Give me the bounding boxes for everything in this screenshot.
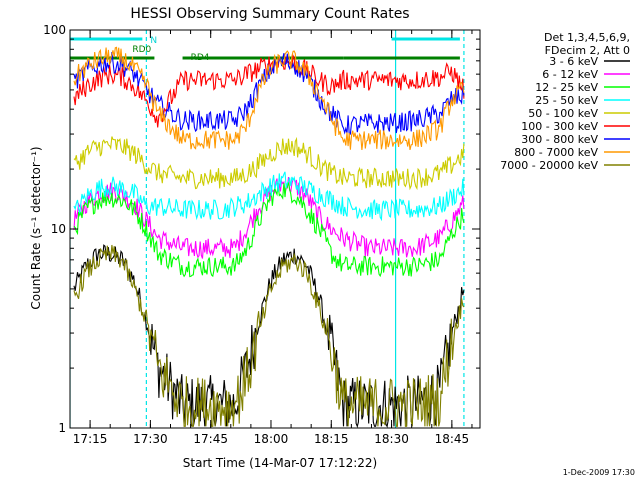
legend-label: 300 - 800 keV: [521, 133, 598, 146]
legend-header-line-1: Det 1,3,4,5,6,9,: [544, 31, 630, 44]
series-line-4: [73, 136, 465, 191]
series-line-5: [73, 53, 465, 128]
y-tick-label: 10: [51, 222, 66, 236]
x-tick-label: 18:15: [314, 432, 349, 446]
legend-label: 3 - 6 keV: [549, 55, 598, 68]
x-tick-label: 17:45: [193, 432, 228, 446]
y-axis-label: Count Rate (s⁻¹ detector⁻¹): [29, 146, 43, 309]
legend-label: 50 - 100 keV: [528, 107, 598, 120]
flag-annotation-n: N: [150, 36, 157, 46]
series-line-6: [73, 52, 465, 135]
series-line-2: [73, 182, 465, 278]
y-tick-label: 100: [43, 23, 66, 37]
chart-title: HESSI Observing Summary Count Rates: [130, 6, 409, 22]
legend-label: 25 - 50 keV: [535, 94, 598, 107]
axes: 17:15 17:30 17:45 18:00 18:15 18:30 18:45 1 10 10…: [43, 23, 481, 446]
legend-header-line-2: FDecim 2, Att 0: [545, 44, 630, 57]
x-tick-label: 17:15: [73, 432, 108, 446]
x-tick-label: 17:30: [133, 432, 168, 446]
flag-annotation-rd4: RD4: [191, 53, 210, 63]
series-line-0: [73, 244, 465, 428]
legend-label: 800 - 7000 keV: [514, 146, 598, 159]
x-tick-label: 18:00: [254, 432, 289, 446]
x-axis-label: Start Time (14-Mar-07 17:12:22): [183, 456, 377, 470]
series-line-8: [73, 244, 465, 427]
legend-label: 12 - 25 keV: [535, 81, 598, 94]
y-tick-label: 1: [58, 421, 66, 435]
x-tick-label: 18:45: [435, 432, 470, 446]
legend-label: 100 - 300 keV: [521, 120, 598, 133]
legend-label: 6 - 12 keV: [542, 68, 598, 81]
x-tick-label: 18:30: [374, 432, 409, 446]
series-line-3: [73, 171, 465, 222]
flag-annotation-rd0: RD0: [132, 45, 151, 55]
footer-date: 1-Dec-2009 17:30: [563, 468, 635, 477]
series-line-7: [73, 46, 465, 151]
legend-label: 7000 - 20000 keV: [500, 159, 598, 172]
